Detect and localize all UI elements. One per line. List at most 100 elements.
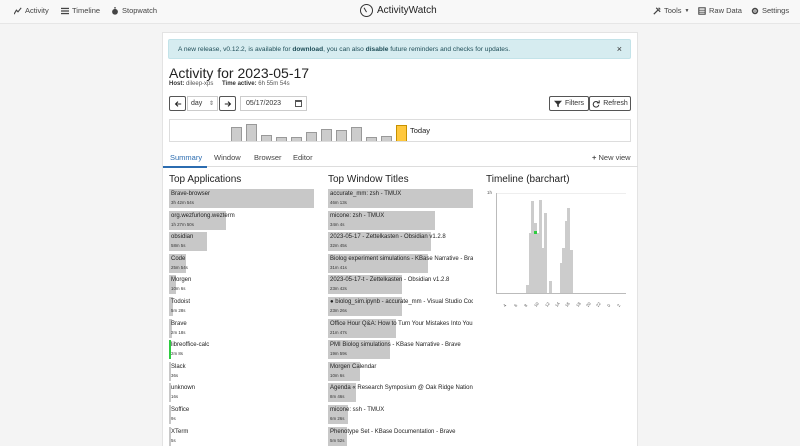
download-link[interactable]: download	[292, 46, 324, 53]
strip-bar[interactable]	[291, 137, 302, 141]
chart-bar[interactable]	[533, 223, 537, 293]
strip-bar[interactable]	[351, 127, 362, 141]
strip-bar-today[interactable]	[396, 125, 407, 141]
date-input[interactable]: 05/17/2023	[240, 96, 307, 111]
nav-timeline[interactable]: Timeline	[61, 6, 100, 15]
brand[interactable]: ActivityWatch	[360, 4, 437, 17]
host-value: dileep-xps	[186, 81, 214, 87]
disable-link[interactable]: disable	[365, 46, 389, 53]
stopwatch-icon	[112, 6, 118, 15]
period-select[interactable]: day	[187, 96, 218, 111]
gear-icon	[751, 7, 759, 14]
prev-period-button[interactable]	[169, 96, 186, 111]
list-item[interactable]: micone: ssh - TMUX 6m 26s	[328, 404, 473, 427]
top-window-titles-title: Top Window Titles	[328, 174, 409, 185]
list-item[interactable]: Phenotype Set - KBase Documentation - Br…	[328, 426, 473, 446]
list-item[interactable]: XTerm 5s	[169, 426, 315, 446]
list-item[interactable]: accurate_mm: zsh - TMUX 46m 13s	[328, 189, 473, 211]
item-duration: 46m 13s	[330, 200, 347, 205]
chart-bar[interactable]	[531, 201, 535, 293]
strip-bar[interactable]	[261, 134, 272, 141]
chart-bar[interactable]	[562, 248, 566, 293]
nav-raw-data-label: Raw Data	[709, 6, 742, 15]
tab-window[interactable]: Window	[214, 153, 241, 162]
calendar-icon[interactable]	[295, 100, 302, 107]
close-icon[interactable]: ×	[616, 44, 622, 54]
list-item[interactable]: ● biolog_sim.ipynb - accurate_mm - Visua…	[328, 296, 473, 319]
strip-bar[interactable]	[246, 124, 257, 141]
tab-summary[interactable]: Summary	[170, 153, 203, 162]
chart-bar[interactable]	[544, 213, 547, 293]
chart-bar[interactable]	[549, 281, 553, 293]
chart-bar[interactable]	[559, 263, 563, 293]
navbar: Activity Timeline Stopwatch ActivityWatc…	[0, 0, 800, 24]
list-item[interactable]: org.wezfurlong.wezterm 1h 27m 50s	[169, 210, 315, 233]
list-item[interactable]: Morgen Calendar 10m 6s	[328, 361, 473, 384]
duration-bar	[328, 232, 431, 252]
page-title: Activity for 2023-05-17	[169, 65, 310, 81]
chart-bar[interactable]	[564, 221, 568, 293]
list-item[interactable]: Biolog experiment simulations - KBase Na…	[328, 253, 473, 276]
strip-bar[interactable]	[366, 137, 377, 141]
alert-text-1: A new release, v0.12.2, is available for	[178, 46, 293, 53]
chart-bar[interactable]	[538, 200, 542, 293]
chart-bar[interactable]	[536, 233, 540, 293]
duration-bar	[169, 275, 177, 295]
chart-bar-highlight[interactable]	[533, 231, 537, 234]
filters-button[interactable]: Filters	[549, 96, 589, 111]
nav-timeline-label: Timeline	[72, 6, 101, 15]
alert-text-3: future reminders and checks for updates.	[388, 46, 511, 53]
nav-tools-label: Tools	[664, 6, 682, 15]
list-item[interactable]: Slack 36s	[169, 361, 315, 384]
strip-bar[interactable]	[231, 127, 242, 141]
strip-bar[interactable]	[321, 129, 332, 141]
strip-bar[interactable]	[276, 136, 287, 141]
refresh-button[interactable]: Refresh	[589, 96, 631, 111]
list-item[interactable]: 2023-05-17 - Zettelkasten - Obsidian v1.…	[328, 232, 473, 254]
x-tick-label: 2	[615, 303, 622, 308]
list-item[interactable]: Morgen 10m 6s	[169, 275, 315, 297]
next-period-button[interactable]	[219, 96, 236, 111]
list-item[interactable]: Todoist 5m 28s	[169, 296, 315, 319]
chart-bar[interactable]	[567, 208, 571, 293]
today-label: Today	[410, 126, 431, 135]
nav-stopwatch[interactable]: Stopwatch	[111, 6, 157, 15]
tab-editor[interactable]: Editor	[293, 153, 313, 162]
x-tick-label: 8	[522, 303, 529, 308]
chart-x-axis	[496, 293, 626, 294]
chart-bar[interactable]	[569, 250, 573, 293]
duration-bar	[328, 275, 402, 295]
strip-bar[interactable]	[336, 130, 347, 141]
nav-activity[interactable]: Activity	[14, 6, 49, 15]
list-item[interactable]: Agenda « Research Symposium @ Oak Ridge …	[328, 383, 473, 405]
list-item[interactable]: Soffice 9s	[169, 404, 315, 427]
list-item[interactable]: PMI Biolog simulations - KBase Narrative…	[328, 340, 473, 362]
chart-bar[interactable]	[541, 248, 545, 293]
list-item[interactable]: obsidian 58m 5s	[169, 232, 315, 254]
nav-raw-data[interactable]: Raw Data	[698, 6, 742, 15]
nav-tools[interactable]: Tools ▼	[653, 6, 689, 15]
new-view-button[interactable]: + New view	[592, 153, 631, 162]
list-item[interactable]: micone: zsh - TMUX 34m 4s	[328, 210, 473, 233]
date-value: 05/17/2023	[246, 100, 282, 107]
item-duration: 21m 47s	[330, 329, 347, 335]
filter-icon	[553, 100, 562, 107]
chart-bar[interactable]	[525, 285, 529, 293]
list-item[interactable]: Office Hour Q&A: How to Turn Your Mistak…	[328, 318, 473, 341]
item-name: Office Hour Q&A: How to Turn Your Mistak…	[330, 320, 473, 327]
duration-bar	[328, 296, 402, 316]
tab-browser[interactable]: Browser	[254, 153, 282, 162]
list-item[interactable]: Brave 2m 18s	[169, 318, 315, 341]
list-item[interactable]: Code 25m 54s	[169, 253, 315, 276]
list-item[interactable]: Brave-browser 3h 42m 54s	[169, 189, 315, 211]
list-item[interactable]: libreoffice-calc 2m 8s	[169, 340, 315, 362]
list-item[interactable]: unknown 16s	[169, 383, 315, 405]
strip-bar[interactable]	[381, 136, 392, 141]
item-duration: 6m 26s	[330, 415, 345, 421]
list-item[interactable]: 2023-05-17-t - Zettelkasten - Obsidian v…	[328, 275, 473, 297]
item-duration: 25m 54s	[171, 264, 188, 270]
item-name: Phenotype Set - KBase Documentation - Br…	[330, 428, 456, 435]
chart-bar[interactable]	[528, 233, 532, 293]
strip-bar[interactable]	[306, 132, 317, 141]
nav-settings[interactable]: Settings	[751, 6, 789, 15]
